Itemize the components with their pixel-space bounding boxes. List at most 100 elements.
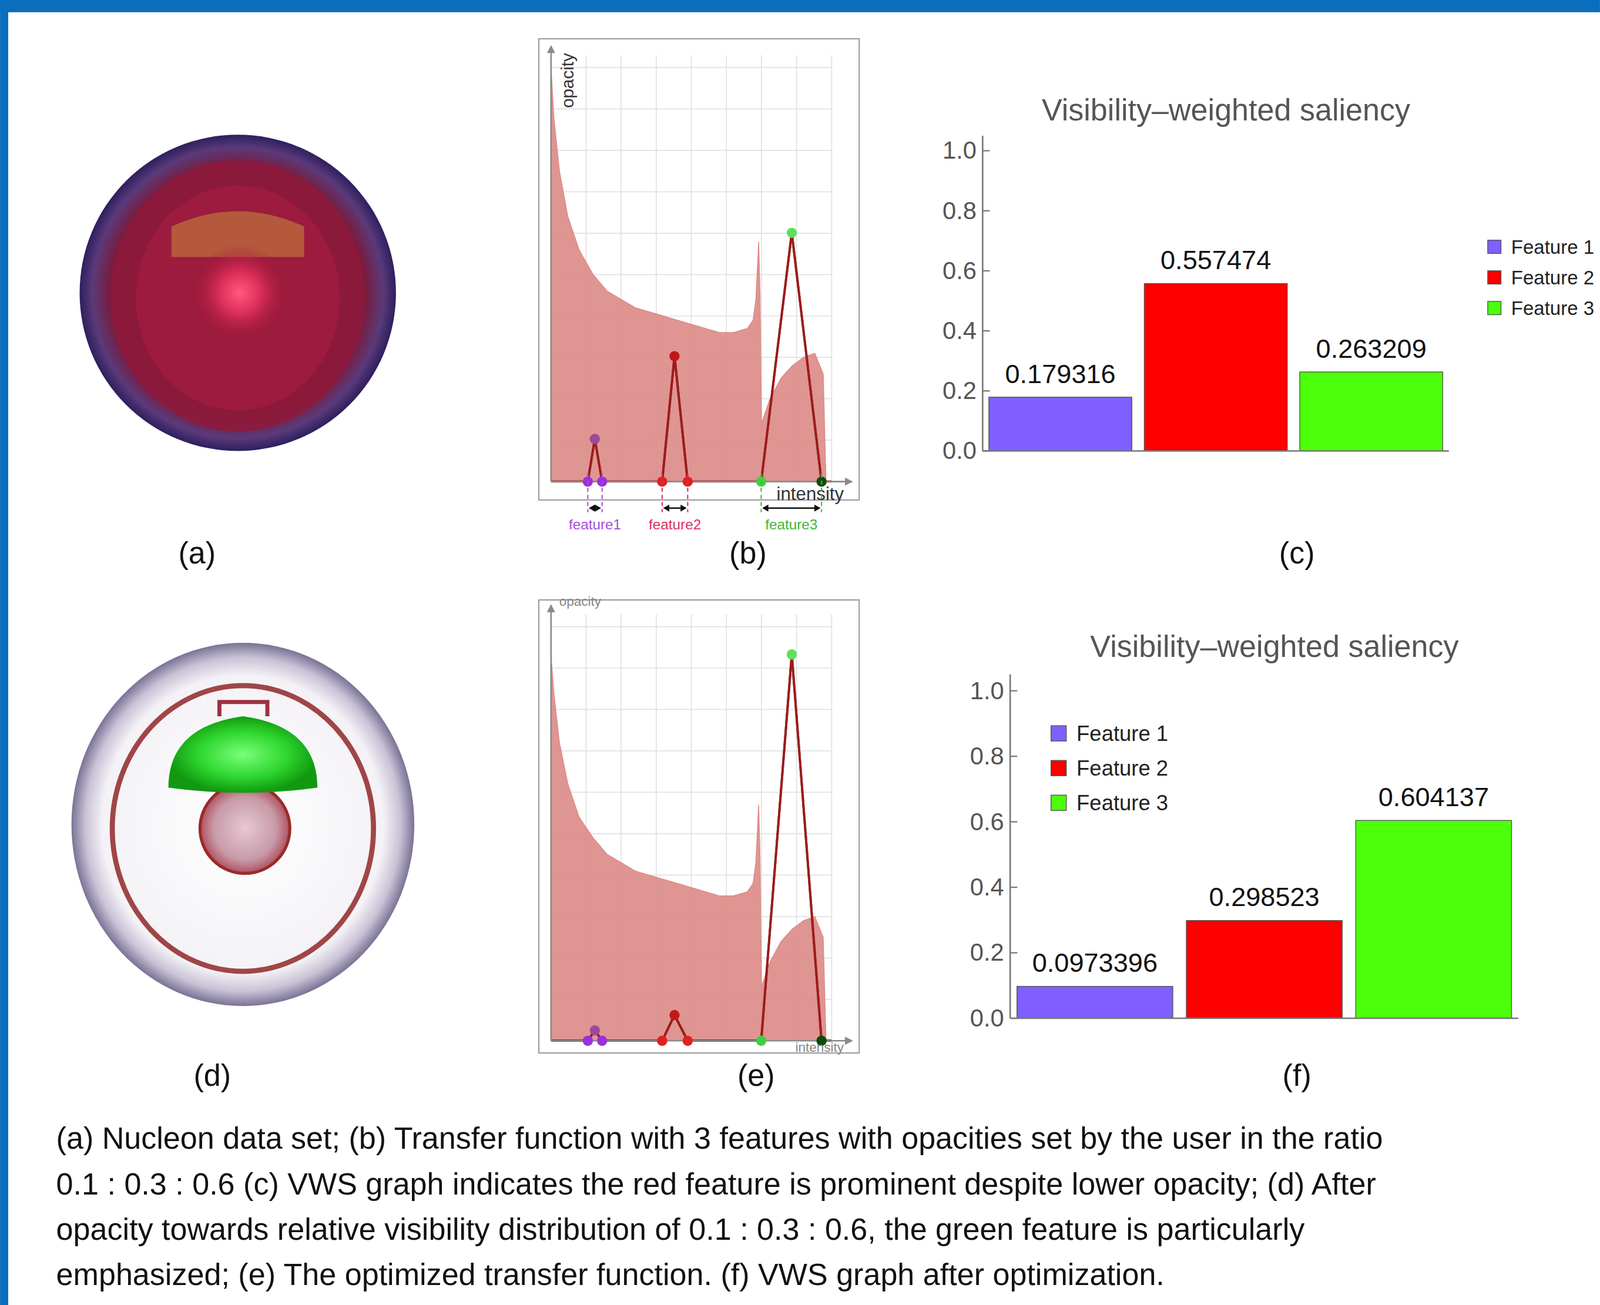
tick: [1010, 821, 1018, 823]
data-label: 0.557474: [1160, 245, 1271, 275]
y-axis-title: opacity: [559, 594, 602, 609]
caption-line: emphasized; (e) The optimized transfer f…: [56, 1257, 1165, 1292]
transfer-line: [551, 232, 833, 482]
legend-label: Feature 2: [1511, 266, 1595, 289]
control-point: [582, 1035, 593, 1046]
grid-line: [551, 108, 833, 110]
bar: [988, 397, 1132, 452]
grid-line: [551, 667, 833, 669]
y-axis: [549, 612, 552, 1041]
legend: Feature 1 Feature 2 Feature 3: [1487, 236, 1595, 320]
tick: [982, 149, 990, 152]
tick: [1010, 1017, 1018, 1019]
bracket-arrow: [763, 507, 820, 509]
control-point: [669, 350, 680, 361]
ellipse: [110, 160, 366, 432]
grid-line: [551, 833, 833, 835]
figure: (a)(b)(c)(d)(e)(f)opacityintensityfeatur…: [0, 0, 1600, 1305]
data-label: 0.179316: [1004, 359, 1116, 389]
tick: [1010, 755, 1018, 757]
chart-frame: [538, 599, 860, 1053]
plot-area: [551, 67, 833, 482]
path: [219, 702, 268, 717]
grid-line: [551, 750, 833, 752]
tick-label: 0.6: [942, 256, 977, 285]
caption: (a) Nucleon data set; (b) Transfer funct…: [56, 1121, 1384, 1292]
control-point: [656, 1035, 667, 1046]
bar: [1299, 371, 1443, 452]
feature-label: feature3: [765, 516, 818, 533]
legend-swatch: [1487, 240, 1502, 254]
grid-line: [551, 66, 833, 69]
plot-area: [988, 283, 1443, 452]
legend-swatch: [1051, 795, 1067, 811]
tick: [982, 330, 990, 332]
grid-line: [830, 614, 833, 1041]
y-axis-arrow: [547, 604, 556, 613]
control-point: [786, 649, 797, 660]
grid-line: [551, 709, 833, 711]
bar-chart: Visibility–weighted saliency0.09733960.2…: [970, 629, 1519, 1032]
legend-label: Feature 3: [1076, 790, 1169, 815]
caption-line: opacity towards relative visibility dist…: [56, 1212, 1306, 1247]
legend-label: Feature 1: [1076, 721, 1169, 746]
legend-label: Feature 3: [1511, 297, 1595, 320]
x-axis: [982, 450, 1449, 452]
bracket-arrowhead: [762, 504, 821, 512]
legend-label: Feature 2: [1076, 756, 1169, 781]
grid-line: [551, 190, 833, 193]
tick: [1010, 951, 1018, 954]
control-point: [682, 1035, 693, 1046]
feature-bracket: feature1: [568, 473, 622, 533]
plot-area: [551, 654, 833, 1042]
tick-label: 0.2: [942, 376, 977, 405]
chart-title: Visibility–weighted saliency: [1089, 629, 1459, 664]
bar: [1144, 283, 1287, 452]
tick-label: 0.2: [970, 938, 1005, 966]
panel-label: (e): [737, 1058, 776, 1093]
feature-bracket: feature3: [760, 473, 822, 533]
control-point: [596, 1035, 607, 1046]
tick: [1010, 886, 1018, 888]
y-axis-title: opacity: [557, 52, 578, 109]
tick-label: 0.8: [970, 742, 1005, 770]
ellipse: [71, 642, 415, 1006]
tick: [982, 450, 990, 452]
feature-label: feature2: [648, 516, 701, 533]
data-label: 0.263209: [1316, 333, 1427, 364]
tick-label: 0.4: [942, 316, 977, 345]
legend-label: Feature 1: [1511, 236, 1595, 258]
legend-swatch: [1051, 760, 1067, 776]
rendering-d: [71, 642, 415, 1006]
tick-label: 0.8: [942, 196, 977, 225]
grid-line: [551, 626, 833, 628]
tick: [982, 270, 990, 272]
circle: [79, 134, 397, 451]
data-label: 0.604137: [1378, 782, 1489, 813]
tick-label: 1.0: [942, 136, 977, 164]
tick-label: 1.0: [970, 676, 1005, 705]
bracket-arrowhead: [663, 504, 687, 512]
bracket-edge: [586, 473, 589, 513]
grid-line: [830, 55, 833, 482]
y-axis-arrow: [547, 44, 556, 53]
ellipse: [135, 185, 340, 411]
control-point: [756, 1035, 767, 1046]
x-axis-title: intensity: [795, 1040, 844, 1055]
legend-swatch: [1487, 301, 1502, 315]
bracket-edge: [820, 473, 823, 513]
transfer-function-chart: opacity intensity feature1 feature2 feature3: [538, 38, 860, 533]
x-axis-title: intensity: [776, 483, 845, 505]
circle: [190, 243, 290, 342]
histogram-area: [551, 67, 827, 482]
panel-label: (a): [178, 535, 216, 570]
frame-left: [0, 0, 9, 1305]
rendering-a: [79, 134, 397, 451]
plot-area: [1017, 820, 1512, 1019]
feature-bracket: feature2: [648, 473, 701, 533]
bracket-edge: [686, 473, 689, 513]
x-axis: [1010, 1017, 1519, 1020]
caption-line: (a) Nucleon data set; (b) Transfer funct…: [56, 1121, 1384, 1156]
chart-title: Visibility–weighted saliency: [1041, 92, 1411, 127]
bar: [1186, 920, 1343, 1019]
